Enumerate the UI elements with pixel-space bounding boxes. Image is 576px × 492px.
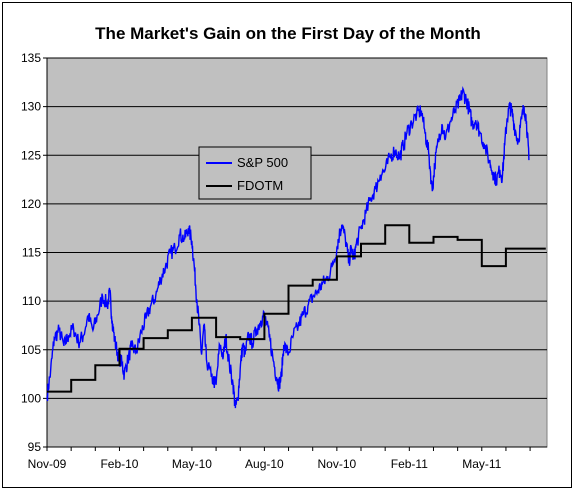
chart-title: The Market's Gain on the First Day of th…: [95, 24, 481, 43]
y-tick-label: 110: [22, 294, 41, 308]
x-tick-label: Aug-10: [245, 457, 284, 471]
y-axis-ticks: 95 100 105 110 115 120 125 130 135: [21, 51, 47, 454]
y-tick-label: 120: [21, 197, 41, 211]
legend-box: [198, 146, 312, 200]
y-tick-label: 135: [21, 51, 41, 65]
y-tick-label: 100: [21, 391, 41, 405]
legend: S&P 500 FDOTM: [198, 146, 312, 200]
x-tick-label: Nov-10: [318, 457, 357, 471]
series-line-fdotm: [47, 224, 546, 393]
legend-label-fdotm: FDOTM: [237, 178, 283, 193]
series-line-sp500: [46, 85, 530, 409]
y-tick-label: 125: [21, 148, 41, 162]
y-tick-label: 105: [21, 343, 41, 357]
x-tick-label: May-11: [462, 457, 501, 471]
x-tick-label: May-10: [172, 457, 212, 471]
x-axis-ticks: Nov-09 Feb-10 May-10 Aug-10 Nov-10 Feb-11 May-…: [28, 447, 531, 471]
x-tick-label: Nov-09: [28, 457, 67, 471]
legend-label-sp500: S&P 500: [237, 155, 288, 170]
y-tick-label: 115: [22, 246, 41, 260]
y-tick-label: 130: [21, 100, 41, 114]
x-tick-label: Feb-10: [100, 457, 138, 471]
y-tick-label: 95: [28, 440, 42, 454]
x-tick-label: Feb-11: [391, 457, 428, 471]
